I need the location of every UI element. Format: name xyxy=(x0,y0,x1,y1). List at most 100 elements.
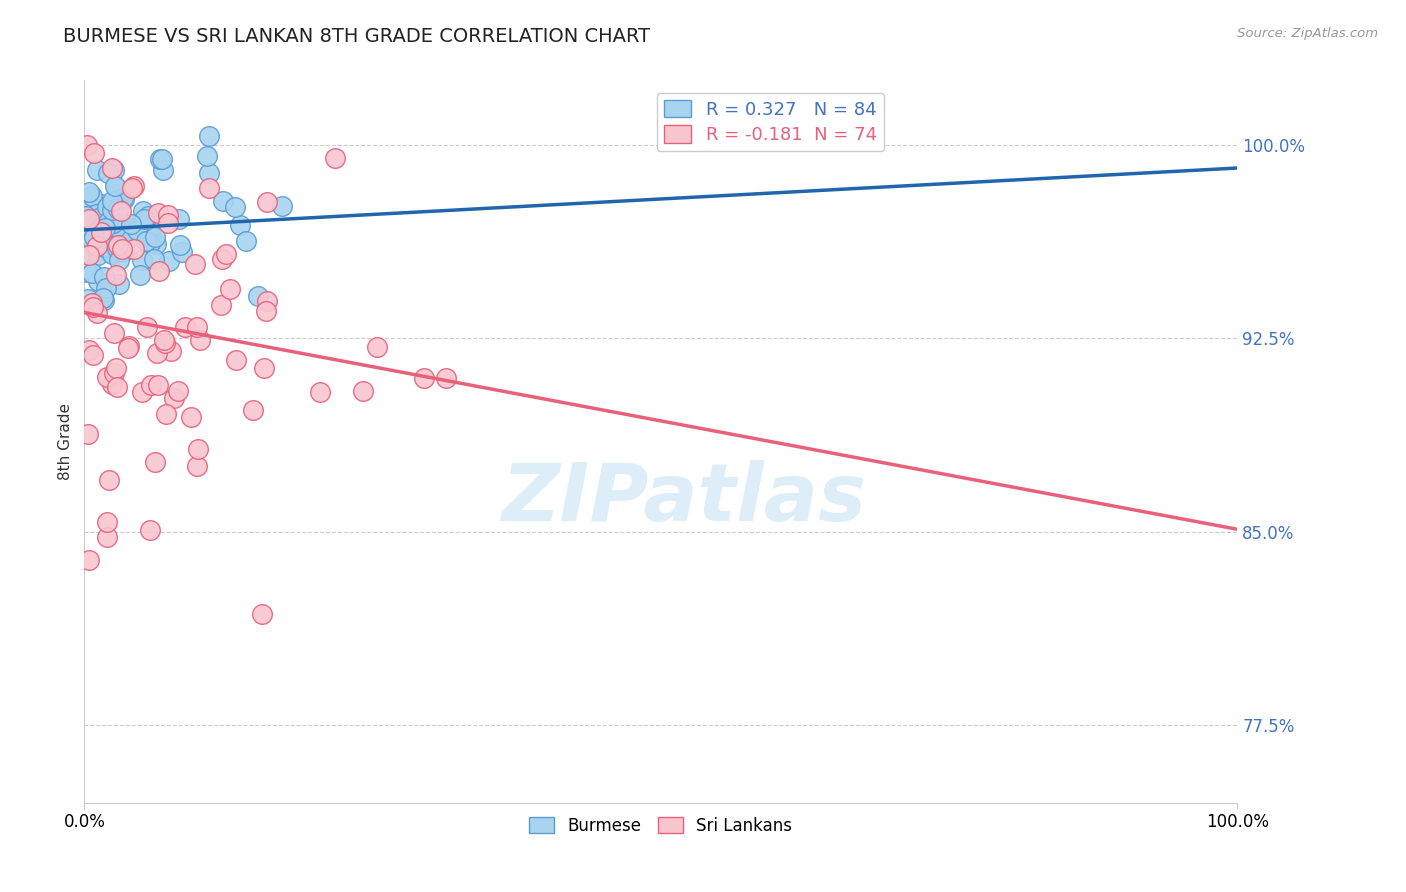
Point xyxy=(197,128,219,143)
Point xyxy=(105,268,128,282)
Point xyxy=(91,234,114,248)
Point xyxy=(110,228,132,243)
Y-axis label: 8th Grade: 8th Grade xyxy=(58,403,73,480)
Point xyxy=(366,340,388,354)
Point xyxy=(129,268,152,282)
Point xyxy=(107,202,129,216)
Point xyxy=(132,211,155,226)
Point xyxy=(97,166,120,180)
Point xyxy=(146,377,169,392)
Point xyxy=(79,186,101,200)
Point xyxy=(156,216,179,230)
Text: ZIPatlas: ZIPatlas xyxy=(502,460,866,539)
Point xyxy=(125,223,148,237)
Point xyxy=(97,473,120,487)
Point xyxy=(80,234,103,248)
Point xyxy=(101,246,124,260)
Point xyxy=(209,298,232,312)
Point xyxy=(117,232,139,246)
Point xyxy=(96,281,118,295)
Point xyxy=(253,360,276,375)
Point xyxy=(105,361,128,376)
Point xyxy=(143,229,166,244)
Point xyxy=(84,207,107,221)
Point xyxy=(225,353,247,368)
Point xyxy=(309,384,332,399)
Point xyxy=(103,163,125,178)
Point xyxy=(157,208,180,222)
Point xyxy=(103,216,125,230)
Point xyxy=(76,137,98,152)
Point xyxy=(86,163,108,178)
Point xyxy=(75,196,97,211)
Point xyxy=(219,282,242,296)
Point xyxy=(103,366,125,380)
Point xyxy=(97,214,120,228)
Point xyxy=(107,237,129,252)
Point xyxy=(101,194,124,209)
Point xyxy=(211,252,233,267)
Point xyxy=(82,295,104,310)
Point xyxy=(250,607,273,621)
Point xyxy=(256,195,278,210)
Point xyxy=(83,145,105,160)
Point xyxy=(120,217,142,231)
Point xyxy=(77,211,100,226)
Point xyxy=(212,194,235,209)
Point xyxy=(131,253,153,268)
Point xyxy=(76,426,98,441)
Point xyxy=(111,234,134,248)
Point xyxy=(153,333,176,347)
Point xyxy=(143,252,166,266)
Point xyxy=(77,248,100,262)
Point xyxy=(136,319,159,334)
Point xyxy=(271,199,294,213)
Point xyxy=(104,180,127,194)
Point xyxy=(247,289,270,303)
Point xyxy=(138,209,160,223)
Point xyxy=(139,227,162,242)
Point xyxy=(97,202,120,217)
Point xyxy=(118,339,141,353)
Point xyxy=(77,219,100,233)
Point xyxy=(224,201,246,215)
Point xyxy=(105,241,128,255)
Point xyxy=(146,345,169,359)
Point xyxy=(108,277,131,291)
Point xyxy=(87,274,110,288)
Point xyxy=(101,202,124,217)
Point xyxy=(149,153,172,167)
Point xyxy=(87,248,110,262)
Point xyxy=(114,223,136,237)
Point xyxy=(86,306,108,320)
Point xyxy=(90,196,112,211)
Point xyxy=(215,246,238,260)
Point xyxy=(139,378,162,392)
Point xyxy=(242,403,264,417)
Point xyxy=(93,293,115,307)
Point xyxy=(186,458,208,473)
Point xyxy=(187,442,209,457)
Point xyxy=(148,264,170,278)
Point xyxy=(135,234,157,248)
Point xyxy=(77,292,100,306)
Point xyxy=(180,409,202,424)
Point xyxy=(111,191,134,205)
Point xyxy=(153,336,176,351)
Point xyxy=(77,245,100,260)
Point xyxy=(90,225,112,239)
Point xyxy=(131,384,153,399)
Point xyxy=(96,370,118,384)
Point xyxy=(145,237,167,252)
Point xyxy=(229,218,252,232)
Point xyxy=(83,230,105,244)
Point xyxy=(90,211,112,225)
Point xyxy=(186,319,208,334)
Point xyxy=(188,333,211,347)
Point xyxy=(104,179,127,194)
Point xyxy=(96,530,118,544)
Point xyxy=(107,243,129,257)
Point xyxy=(93,270,115,285)
Point xyxy=(86,239,108,253)
Point xyxy=(93,239,115,253)
